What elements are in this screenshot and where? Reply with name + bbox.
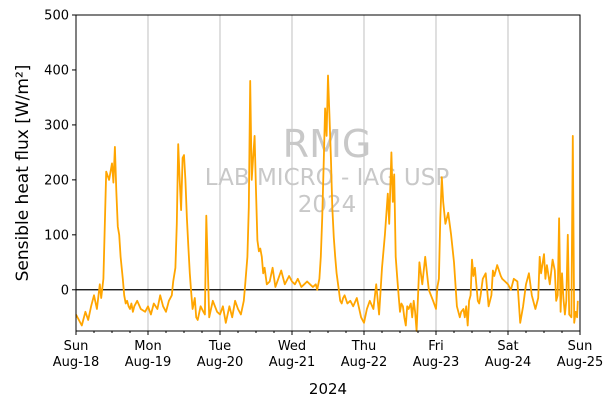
x-tick-label-day: Thu — [351, 339, 376, 354]
series-line — [75, 74, 579, 332]
y-tick-label: 400 — [44, 63, 69, 78]
x-tick-label-day: Sat — [497, 339, 518, 354]
x-tick-label-date: Aug-18 — [53, 355, 100, 370]
x-tick-label-day: Tue — [208, 339, 231, 354]
x-tick-label-day: Sun — [568, 339, 593, 354]
y-tick-label: 300 — [44, 118, 69, 133]
y-tick-label: 0 — [61, 283, 69, 298]
x-axis-ticks: SunAug-18MonAug-19TueAug-20WedAug-21ThuA… — [53, 331, 604, 370]
x-tick-label-day: Mon — [134, 339, 161, 354]
watermark-line-3: 2024 — [298, 192, 357, 218]
x-tick-label-date: Aug-19 — [125, 355, 172, 370]
x-tick-label-date: Aug-23 — [413, 355, 460, 370]
x-tick-label-day: Sun — [64, 339, 89, 354]
x-tick-label-date: Aug-24 — [485, 355, 532, 370]
y-axis-label-main: Sensible heat flux — [13, 124, 33, 282]
x-tick-label-date: Aug-25 — [557, 355, 604, 370]
y-axis-label-unit: [W/m²] — [13, 65, 33, 124]
y-tick-label: 200 — [44, 173, 69, 188]
y-axis-label: Sensible heat flux [W/m²] — [13, 65, 33, 282]
y-tick-label: 100 — [44, 228, 69, 243]
y-axis-ticks: 500 400 300 200 100 0 — [44, 9, 76, 298]
x-axis-label: 2024 — [309, 380, 347, 398]
watermark-line-2: LAB MICRO - IAG USP — [205, 165, 450, 191]
x-tick-label-date: Aug-22 — [341, 355, 388, 370]
x-tick-label-date: Aug-21 — [269, 355, 316, 370]
x-tick-label-date: Aug-20 — [197, 355, 244, 370]
vertical-gridlines — [147, 15, 509, 331]
x-tick-label-day: Wed — [278, 339, 306, 354]
x-tick-label-day: Fri — [428, 339, 444, 354]
y-tick-label: 500 — [44, 9, 69, 24]
